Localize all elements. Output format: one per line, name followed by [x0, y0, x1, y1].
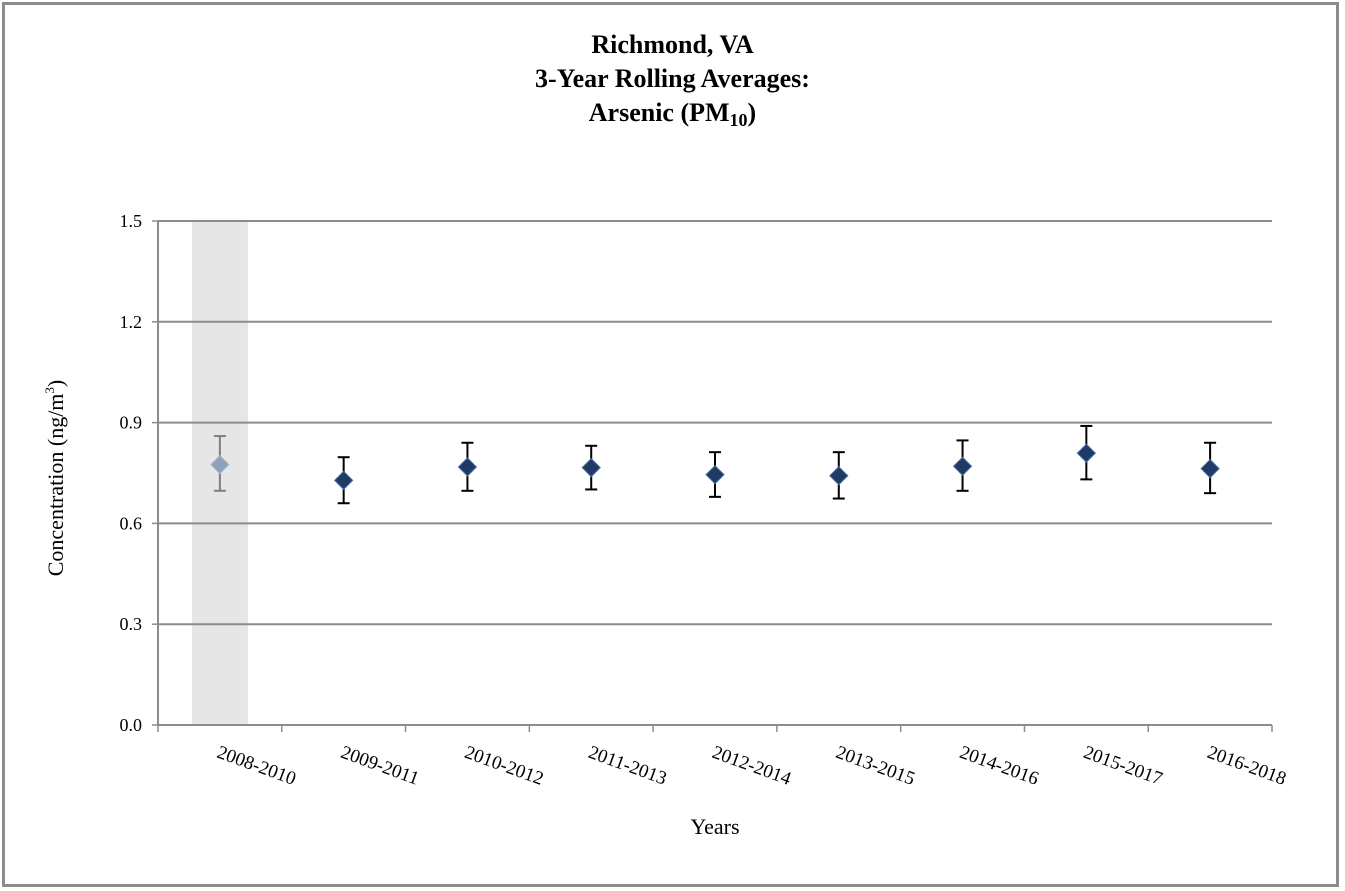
data-point	[210, 454, 230, 475]
y-tick-label: 0.3	[120, 614, 143, 634]
title-line-1: Richmond, VA	[591, 30, 754, 59]
x-tick-label: 2014-2016	[957, 742, 1042, 790]
y-axis-label-suffix: )	[43, 379, 68, 388]
x-tick-label: 2015-2017	[1081, 742, 1166, 790]
chart-title: Richmond, VA 3-Year Rolling Averages: Ar…	[0, 28, 1345, 130]
x-axis-label: Years	[690, 814, 740, 839]
x-tick-label: 2010-2012	[462, 742, 547, 790]
data-point	[952, 456, 973, 476]
y-tick-label: 1.5	[120, 211, 143, 231]
title-line-3: Arsenic (PM10)	[0, 96, 1345, 130]
data-point	[457, 457, 478, 477]
data-point	[333, 470, 354, 491]
data-point	[1076, 443, 1097, 463]
title-line-2: 3-Year Rolling Averages:	[535, 64, 810, 93]
x-tick-label: 2013-2015	[833, 742, 918, 790]
y-axis-label-superscript: 3	[42, 387, 57, 394]
y-tick-label: 0.6	[120, 513, 143, 533]
title-line-3-suffix: )	[747, 98, 757, 127]
y-tick-label: 0.9	[120, 413, 143, 433]
y-axis-label-text: Concentration (ng/m	[43, 393, 68, 577]
y-axis-label: Concentration (ng/m3)	[42, 379, 69, 577]
x-tick-label: 2016-2018	[1204, 742, 1289, 790]
title-line-3-prefix: Arsenic (PM	[588, 98, 730, 127]
data-point	[1200, 458, 1220, 479]
x-tick-label: 2011-2013	[586, 742, 670, 790]
x-tick-label: 2008-2010	[214, 742, 299, 790]
y-tick-label: 0.0	[120, 715, 143, 735]
x-tick-label: 2009-2011	[338, 742, 422, 790]
x-tick-label: 2012-2014	[709, 742, 794, 790]
data-point	[581, 457, 601, 478]
title-line-3-subscript: 10	[729, 110, 748, 130]
y-tick-label: 1.2	[120, 312, 143, 332]
data-point	[829, 465, 849, 486]
data-point	[705, 464, 725, 485]
